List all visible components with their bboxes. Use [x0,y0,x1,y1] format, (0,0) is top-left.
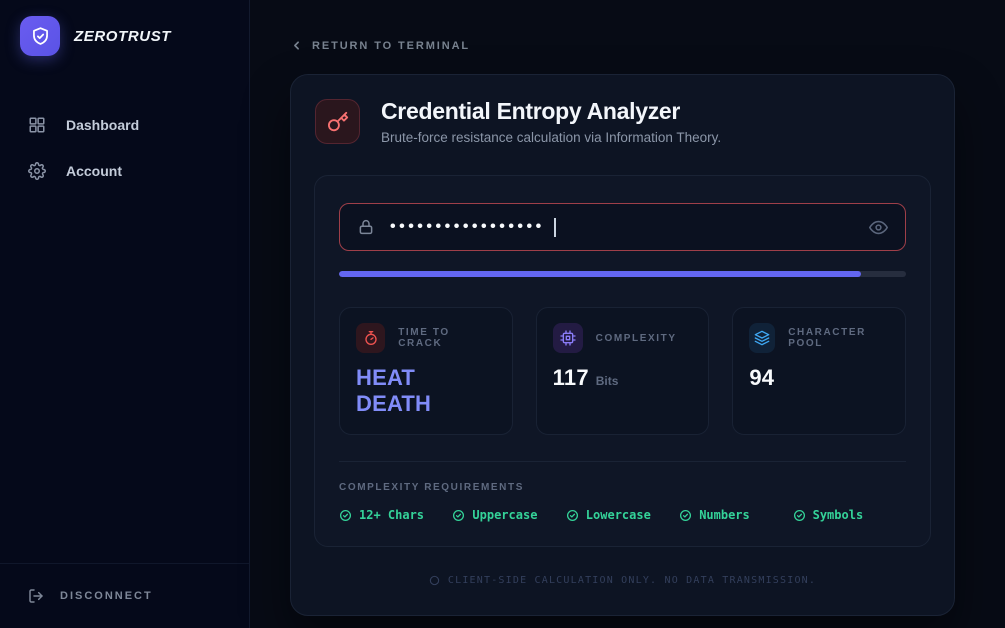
disconnect-button[interactable]: DISCONNECT [0,563,249,628]
sidebar-nav: Dashboard Account [0,106,249,190]
privacy-note: CLIENT-SIDE CALCULATION ONLY. NO DATA TR… [314,575,931,586]
privacy-note-text: CLIENT-SIDE CALCULATION ONLY. NO DATA TR… [447,575,817,586]
requirement-symbols: Symbols [793,508,906,522]
return-to-terminal-link[interactable]: RETURN TO TERMINAL [290,39,470,52]
main-content: RETURN TO TERMINAL Credential Entropy An… [250,0,1005,628]
sidebar-item-label: Dashboard [66,117,140,133]
check-circle-icon [339,509,352,522]
dashboard-grid-icon [28,116,46,134]
stat-label: TIME TO CRACK [398,327,450,349]
disconnect-label: DISCONNECT [60,590,153,602]
sidebar-item-account[interactable]: Account [0,152,249,190]
requirements-label: COMPLEXITY REQUIREMENTS [339,482,524,493]
card-header-text: Credential Entropy Analyzer Brute-force … [381,98,721,145]
shield-check-icon [30,26,51,47]
requirement-uppercase: Uppercase [452,508,565,522]
eye-icon[interactable] [869,218,888,237]
requirements-row: 12+ Chars Uppercase Lowercase [339,508,906,522]
strength-meter [339,271,906,277]
page-subtitle: Brute-force resistance calculation via I… [381,130,722,145]
sidebar: ZEROTRUST Dashboard Account [0,0,250,628]
text-caret [553,217,556,237]
back-link-label: RETURN TO TERMINAL [312,39,471,52]
stat-time-to-crack: TIME TO CRACK HEAT DEATH [339,307,513,435]
divider [339,461,906,462]
chevron-left-icon [290,39,303,52]
stat-value: HEAT DEATH [356,365,432,416]
logout-icon [28,588,44,604]
sidebar-item-dashboard[interactable]: Dashboard [0,106,249,144]
entropy-analyzer-card: Credential Entropy Analyzer Brute-force … [290,74,955,616]
layers-icon [749,323,776,353]
brand-logo [20,16,60,56]
check-circle-icon [566,509,579,522]
password-masked-value: ••••••••••••••••• [390,218,545,235]
stat-label: CHARACTER POOL [788,327,866,349]
stopwatch-icon [356,323,386,353]
stat-value: 94 [749,365,775,390]
check-circle-icon [793,509,806,522]
stat-character-pool: CHARACTER POOL 94 [732,307,906,435]
stats-row: TIME TO CRACK HEAT DEATH [339,307,906,435]
password-input[interactable]: ••••••••••••••••• [339,203,906,251]
cpu-icon [552,323,583,353]
check-circle-icon [452,509,465,522]
sidebar-item-label: Account [66,163,122,179]
check-circle-icon [679,509,692,522]
key-icon [315,99,360,144]
gear-icon [28,162,46,180]
page-title: Credential Entropy Analyzer [381,98,681,124]
lock-icon [357,218,375,236]
card-header: Credential Entropy Analyzer Brute-force … [314,98,931,145]
circle-icon [429,575,440,586]
stat-value: 117 [552,365,589,390]
requirement-lowercase: Lowercase [566,508,679,522]
stat-label: COMPLEXITY [595,332,677,344]
stat-complexity: COMPLEXITY 117 Bits [535,307,710,435]
brand-name: ZEROTRUST [74,27,172,45]
stat-unit: Bits [595,374,619,388]
requirement-numbers: Numbers [679,508,792,522]
strength-fill [339,271,861,277]
requirement-12-chars: 12+ Chars [339,508,452,522]
brand: ZEROTRUST [0,0,249,72]
analyzer-panel: ••••••••••••••••• [314,175,931,547]
